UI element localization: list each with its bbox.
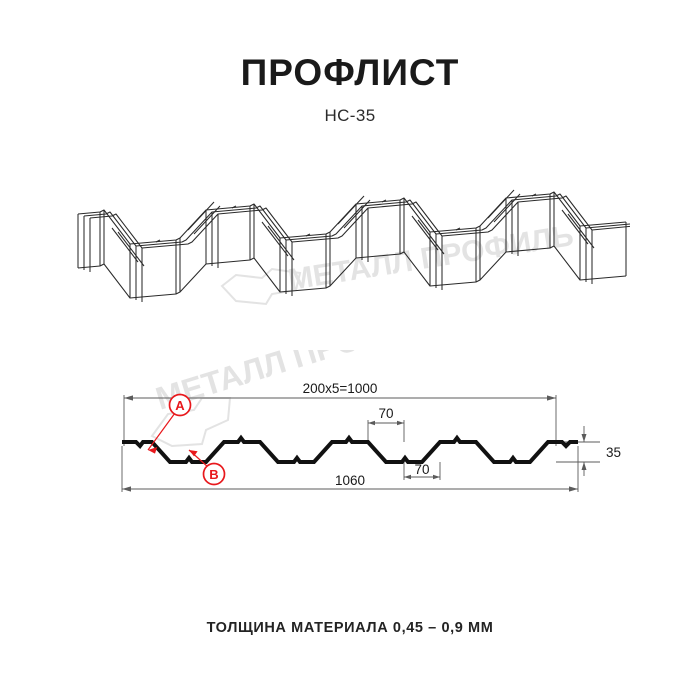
callout-b: B <box>188 449 226 486</box>
callout-a-label: A <box>175 398 185 413</box>
dimension-texts: 200x5=1000 70 70 1060 35 <box>303 381 621 488</box>
dim-profile-height: 35 <box>606 445 621 460</box>
dim-pitch-total: 200x5=1000 <box>303 381 378 396</box>
iso-geometry <box>77 189 630 302</box>
callout-a: A <box>147 393 192 454</box>
profile-outline <box>122 434 578 464</box>
svg-text:МЕТАЛЛ ПРОФИЛЬ: МЕТАЛЛ ПРОФИЛЬ <box>286 219 576 297</box>
dimension-lines <box>121 395 600 492</box>
model-designation: НС-35 <box>324 105 376 125</box>
material-thickness-note: ТОЛЩИНА МАТЕРИАЛА 0,45 – 0,9 ММ <box>206 620 494 636</box>
isometric-svg: МЕТАЛЛ ПРОФИЛЬ <box>77 189 630 306</box>
title-block: ПРОФЛИСТ НС-35 <box>0 52 700 126</box>
callout-b-label: B <box>209 467 218 482</box>
isometric-view: МЕТАЛЛ ПРОФИЛЬ <box>0 170 700 340</box>
page-title: ПРОФЛИСТ <box>240 52 460 93</box>
cross-section-view: МЕТАЛЛ ПРОФИЛЬ <box>0 350 700 520</box>
dim-rib-bottom: 70 <box>414 462 429 477</box>
dim-rib-top: 70 <box>378 406 393 421</box>
dim-overall-width: 1060 <box>335 473 365 488</box>
section-svg: МЕТАЛЛ ПРОФИЛЬ <box>121 350 621 492</box>
